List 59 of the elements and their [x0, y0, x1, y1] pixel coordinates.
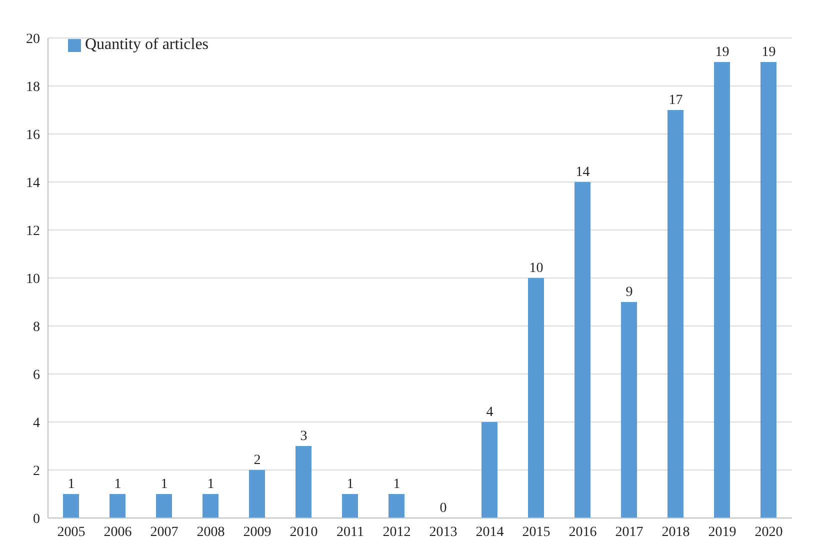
data-label: 2: [254, 453, 261, 468]
data-label: 9: [626, 285, 633, 300]
bar: [110, 494, 126, 518]
x-tick-label: 2015: [522, 524, 550, 540]
x-tick-label: 2007: [150, 524, 178, 540]
data-label: 4: [486, 405, 494, 420]
y-tick-label: 0: [33, 512, 40, 527]
x-tick-label: 2010: [290, 524, 318, 540]
x-tick-label: 2011: [336, 524, 364, 540]
data-label: 10: [529, 261, 544, 276]
data-label: 1: [346, 477, 354, 492]
bar: [296, 446, 312, 518]
x-tick-label: 2008: [196, 524, 225, 540]
bar: [63, 494, 79, 518]
bar: [342, 494, 358, 518]
data-label: 17: [668, 93, 683, 108]
x-tick-label: 2014: [476, 524, 504, 540]
y-tick-label: 20: [26, 32, 40, 47]
bar: [156, 494, 172, 518]
y-tick-label: 4: [33, 416, 40, 431]
y-tick-label: 8: [33, 320, 40, 335]
x-tick-label: 2016: [568, 524, 597, 540]
x-tick-label: 2019: [708, 524, 736, 540]
x-tick-label: 2017: [615, 524, 644, 540]
data-label: 3: [300, 429, 308, 444]
x-tick-label: 2018: [662, 524, 690, 540]
bar: [528, 278, 544, 518]
x-tick-label: 2005: [57, 524, 86, 540]
bar: [760, 62, 776, 518]
data-label: 19: [762, 45, 776, 60]
data-label: 0: [440, 501, 447, 516]
data-label: 19: [715, 45, 730, 60]
y-tick-label: 12: [26, 224, 40, 239]
y-tick-label: 16: [26, 128, 40, 143]
bar: [249, 470, 265, 518]
data-label: 1: [160, 477, 168, 492]
y-tick-label: 18: [26, 80, 40, 95]
x-tick-label: 2006: [104, 524, 132, 540]
data-label: 1: [68, 477, 75, 492]
bar: [714, 62, 730, 518]
bar: [388, 494, 404, 518]
data-label: 1: [114, 477, 122, 492]
y-tick-label: 14: [26, 176, 40, 191]
x-tick-label: 2020: [754, 524, 783, 540]
bar: [202, 494, 218, 518]
data-label: 1: [207, 477, 214, 492]
bar: [621, 302, 637, 518]
bar: [668, 110, 684, 518]
data-label: 14: [576, 165, 590, 180]
x-tick-label: 2013: [429, 524, 458, 540]
legend-label: Quantity of articles: [85, 36, 209, 53]
y-tick-label: 6: [33, 368, 40, 383]
data-label: 1: [393, 477, 400, 492]
x-tick-label: 2012: [382, 524, 411, 540]
bar: [574, 182, 590, 518]
x-tick-label: 2009: [243, 524, 272, 540]
bar: [482, 422, 498, 518]
y-tick-label: 2: [33, 464, 40, 479]
y-tick-label: 10: [26, 272, 40, 287]
